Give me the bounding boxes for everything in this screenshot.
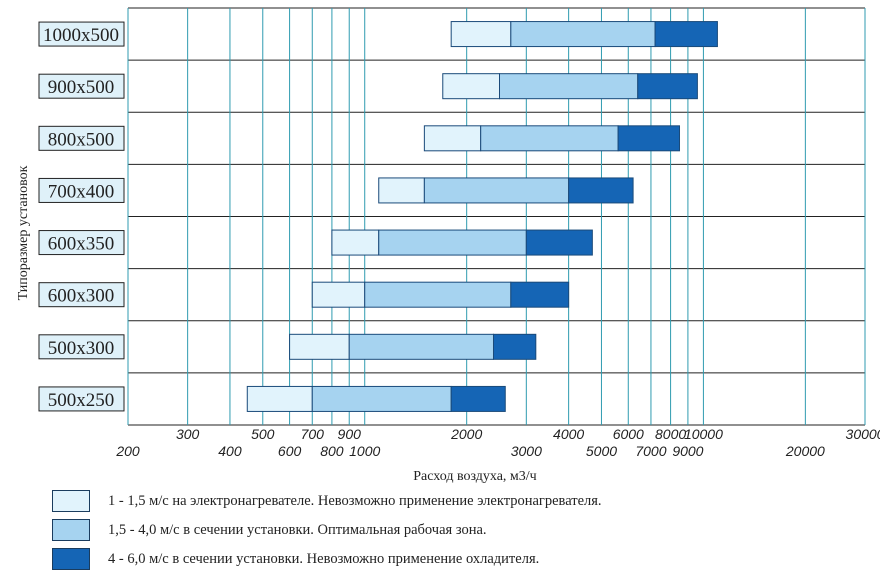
- size-label-text: 700x400: [48, 181, 115, 202]
- bar-800x500-series-1: [423, 125, 482, 152]
- legend-label: 1,5 - 4,0 м/с в сечении установки. Оптим…: [108, 522, 487, 538]
- bar-900x500-series-1: [442, 73, 501, 100]
- size-label-box: [38, 125, 125, 151]
- size-label-text: 800x500: [48, 129, 115, 150]
- size-label-800x500: 800x500: [38, 125, 125, 151]
- tick-label: 400: [218, 443, 242, 459]
- y-axis-title: Типоразмер установок: [16, 165, 31, 300]
- bar-600x350-series-2: [378, 229, 527, 256]
- size-label-text: 600x350: [48, 234, 115, 255]
- bar-1000x500-series-1: [450, 21, 512, 48]
- tick-label: 900: [338, 426, 362, 442]
- size-label-box: [38, 73, 125, 99]
- tick-label: 600: [278, 443, 302, 459]
- size-label-text: 1000x500: [43, 25, 119, 46]
- bar-900x500-series-3: [637, 73, 698, 100]
- size-label-1000x500: 1000x500: [38, 21, 125, 47]
- bar-700x400-series-1: [378, 177, 425, 204]
- bar-500x300-series-1: [289, 333, 350, 360]
- tick-label: 7000: [635, 443, 666, 459]
- size-label-600x350: 600x350: [38, 230, 125, 256]
- bar-500x250-series-3: [450, 385, 506, 412]
- tick-label: 700: [301, 426, 325, 442]
- legend-label: 4 - 6,0 м/с в сечении установки. Невозмо…: [108, 551, 540, 567]
- size-label-box: [38, 282, 125, 308]
- size-label-900x500: 900x500: [38, 73, 125, 99]
- size-label-500x300: 500x300: [38, 334, 125, 360]
- size-label-700x400: 700x400: [38, 177, 125, 203]
- bar-500x250-series-1: [246, 385, 313, 412]
- tick-label: 10000: [684, 426, 723, 442]
- size-label-box: [38, 177, 125, 203]
- bar-500x300-series-3: [492, 333, 537, 360]
- bar-800x500-series-2: [480, 125, 619, 152]
- legend-swatch-optimal: [52, 519, 90, 541]
- tick-label: 1000: [349, 443, 380, 459]
- size-label-text: 600x300: [48, 286, 115, 307]
- bar-600x300-series-2: [364, 281, 512, 308]
- size-labels: 1000x500 900x500 800x500 700x400 600x350 600x…: [38, 21, 125, 412]
- bar-1000x500-series-3: [654, 21, 718, 48]
- legend-label: 1 - 1,5 м/с на электронагревателе. Невоз…: [108, 493, 602, 509]
- bar-500x300-series-2: [348, 333, 494, 360]
- x-axis-title: Расход воздуха, м3/ч: [413, 469, 536, 484]
- tick-label: 4000: [553, 426, 584, 442]
- tick-label: 800: [320, 443, 344, 459]
- tick-label: 500: [251, 426, 275, 442]
- legend-swatch-high: [52, 548, 90, 570]
- size-label-box: [38, 386, 125, 412]
- tick-label: 8000: [655, 426, 686, 442]
- tick-label: 6000: [613, 426, 644, 442]
- tick-label: 2000: [450, 426, 482, 442]
- size-label-text: 500x300: [48, 338, 115, 359]
- row-bands: [128, 7, 865, 426]
- bar-900x500-series-2: [499, 73, 639, 100]
- bar-700x400-series-2: [423, 177, 570, 204]
- tick-label: 300: [176, 426, 200, 442]
- size-label-text: 900x500: [48, 77, 115, 98]
- bar-600x350-series-1: [331, 229, 380, 256]
- tick-label: 5000: [586, 443, 617, 459]
- legend-swatch-low: [52, 490, 90, 512]
- tick-label: 200: [115, 443, 140, 459]
- size-label-500x250: 500x250: [38, 386, 125, 412]
- size-label-text: 500x250: [48, 390, 115, 411]
- size-label-box: [38, 334, 125, 360]
- size-label-box: [38, 230, 125, 256]
- bar-600x300-series-1: [311, 281, 366, 308]
- bar-600x300-series-3: [510, 281, 570, 308]
- bar-1000x500-series-2: [510, 21, 656, 48]
- size-label-600x300: 600x300: [38, 282, 125, 308]
- bar-800x500-series-3: [617, 125, 681, 152]
- tick-label: 9000: [672, 443, 703, 459]
- bar-600x350-series-3: [525, 229, 593, 256]
- bars: [246, 21, 718, 412]
- tick-label: 30000: [846, 426, 880, 442]
- tick-label: 3000: [511, 443, 542, 459]
- size-label-box: [38, 21, 125, 47]
- tick-label: 20000: [785, 443, 825, 459]
- bar-500x250-series-2: [311, 385, 452, 412]
- bar-700x400-series-3: [568, 177, 634, 204]
